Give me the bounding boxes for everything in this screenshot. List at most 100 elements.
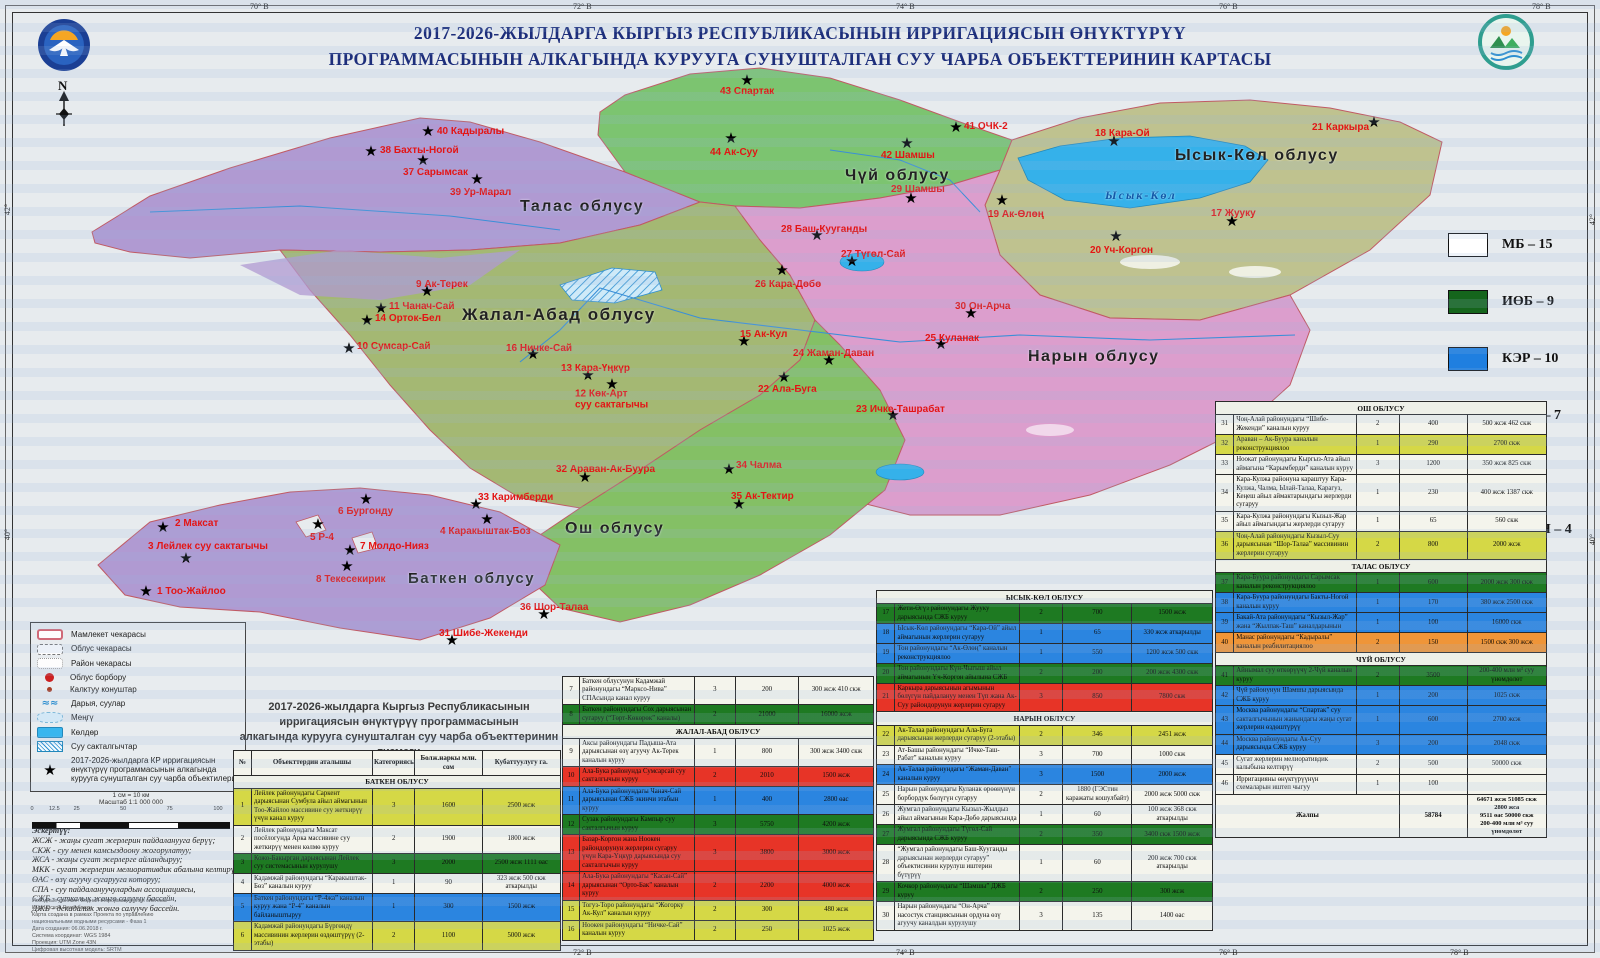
capacity: 2000 жсж: [1466, 530, 1548, 561]
object-name: Ала-Бука районундагы “Касан-Сай” дарыясы…: [579, 871, 696, 901]
category: 2: [1018, 663, 1064, 684]
category: 1: [371, 892, 416, 923]
object-name: Айнымал суу өткөрүүчү 2-Чүй каналын куру…: [1233, 665, 1357, 687]
capacity: 2800 өас: [798, 785, 874, 816]
row-number: 40: [1214, 632, 1235, 654]
table-row: 33 Ноокат районундагы Кыргыз-Ата айыл айм…: [1214, 454, 1548, 476]
category: 1: [1355, 572, 1400, 594]
capacity: 2451 жсж: [1131, 724, 1213, 746]
estimated-cost: 3800: [734, 834, 800, 873]
object-name: Сузак районундагы Кампыр суу сакталгычын…: [579, 814, 696, 836]
table-section-row: ЖАЛАЛ-АБАД ОБЛУСУ: [562, 724, 874, 739]
object-name: Нарын районундагы Куланак өрөөнүнүн борб…: [894, 784, 1020, 806]
object-name: Каркыра дарыясынын агымынын бөлүгүн пайд…: [894, 682, 1020, 713]
table-row: 41 Айнымал суу өткөрүүчү 2-Чүй каналын ку…: [1214, 665, 1548, 687]
table-row: 29 Кочкор районундагы “Шамшы” ДЖБ куруу 2 2…: [875, 881, 1213, 903]
capacity: 3000 жсж: [798, 834, 874, 873]
estimated-cost: 600: [1398, 572, 1468, 594]
estimated-cost: 1880 (ГЭСтин каражаты кошулбайт): [1062, 784, 1133, 806]
table-row: 37 Кара-Буура районундагы Сарымсак каналы…: [1214, 572, 1548, 594]
map-neatline: [12, 12, 1588, 946]
capacity: 50000 скж: [1466, 753, 1548, 775]
row-number: 44: [1214, 733, 1235, 755]
object-name: Москва районундагы Ак-Суу дарыясында СЖБ…: [1233, 733, 1357, 755]
capacity: 300 жсж 410 скж: [798, 675, 874, 706]
object-name: Кара-Буура районундагы Бакты-Ногой канал…: [1233, 592, 1357, 614]
table-row: 30 Нарын районундагы “Он-Арча” насостук с…: [875, 901, 1213, 931]
row-number: 24: [875, 764, 896, 786]
map-symbol-legend: Мамлекет чекарасы Облус чекарасы Район чек…: [30, 622, 246, 792]
estimated-cost: 200: [1398, 685, 1468, 707]
category: 3: [1018, 764, 1064, 786]
category: 2: [694, 919, 736, 941]
table-row: 4 Кадамжай районундагы “Каракыштак-Бөз” к…: [233, 872, 561, 894]
row-number: 32: [1214, 434, 1235, 456]
longitude-tick-bottom: 72° В: [573, 948, 592, 957]
row-number: 22: [875, 724, 896, 746]
table-header-cell: Болж.наркы млн. сом: [414, 750, 483, 776]
longitude-tick-top: 72° В: [573, 2, 592, 11]
estimated-cost: 290: [1398, 434, 1468, 456]
row-number: 14: [561, 871, 581, 901]
category: 1: [1018, 643, 1064, 665]
table-row: 24 Ак-Талаа районундагы “Жаман-Даван” кан…: [875, 764, 1213, 786]
table-row: 21 Каркыра дарыясынын агымынын бөлүгүн па…: [875, 682, 1213, 713]
estimated-cost: 700: [1062, 744, 1133, 766]
scale-tick-labels: 0 12.5 25 50 75 100: [30, 806, 230, 813]
table-row: 7 Баткен облусунун Кадамжай районундагы “…: [561, 675, 874, 706]
object-name: Кара-Кулжа районуна караштуу Кара-Кулжа,…: [1233, 474, 1357, 512]
glacier-patch: [1229, 266, 1281, 278]
table-row: 34 Кара-Кулжа районуна караштуу Кара-Кулж…: [1214, 474, 1548, 512]
capacity: 1500 жсж: [481, 892, 561, 923]
estimated-cost: 100: [1398, 612, 1468, 634]
object-name: Кадамжай районундагы Бүргөндү массивинин…: [250, 921, 373, 951]
source-line: Проекция: UTM Zone 43N: [32, 940, 97, 947]
map-legend-label: Калктуу конуштар: [70, 685, 137, 695]
row-number: 11: [561, 785, 581, 816]
funding-legend-item: ИӨБ – 9: [1448, 289, 1572, 314]
object-name: Базар-Коргон жана Ноокен райондорунун же…: [579, 834, 696, 873]
object-name: Ирригацияны өнүктүрүүнүн схемаларын иште…: [1233, 773, 1357, 795]
category: 1: [1355, 705, 1400, 735]
object-name: Лейлек районундагы Максат посёлогунда Ар…: [250, 824, 373, 855]
scale-tick: 50: [120, 806, 127, 812]
row-number: 28: [875, 844, 896, 883]
row-number: 10: [561, 765, 581, 787]
estimated-cost: 5750: [734, 814, 800, 836]
estimated-cost: 250: [1062, 881, 1133, 903]
table-row: 20 Тон районундагы Күн-Чыгыш айыл аймагын…: [875, 663, 1213, 684]
song-kol-lake: [839, 252, 885, 272]
category: 3: [694, 834, 736, 873]
object-name: Сугат жерлерин мелиоративдик калыбына ке…: [1233, 753, 1357, 775]
capacity: 200-400 млн м³ суу үнөмдөлөт: [1466, 665, 1548, 687]
note-line: ӨАС - өзү агуучу сугарууга которуу;: [32, 874, 161, 884]
category: 1: [1355, 612, 1400, 634]
table-header-cell: №: [233, 750, 252, 776]
object-name: Нарын районундагы “Он-Арча” насостук ста…: [894, 901, 1020, 931]
category: 2: [1355, 414, 1400, 436]
row-number: 13: [561, 834, 581, 873]
funding-legend-label: КЭР – 10: [1502, 350, 1559, 366]
capacity: 1000 скж: [1131, 744, 1213, 766]
abbreviation-notes: Эскертүү: ЖСЖ - жаңы сугат жерлерин пайда…: [32, 826, 242, 914]
map-legend-item: Меңгү: [37, 712, 239, 724]
table-row: 1 Лейлек районундагы Саркент дарыясынан С…: [233, 787, 561, 826]
row-number: 12: [561, 814, 581, 836]
table-row: 9 Аксы районундагы Падыша-Ата дарыясынан …: [561, 737, 874, 767]
table-row: 44 Москва районундагы Ак-Суу дарыясында С…: [1214, 733, 1548, 755]
water-agency-logo: [1478, 14, 1534, 70]
estimated-cost: 65: [1398, 510, 1468, 532]
river-icon: ≈≈: [41, 697, 59, 709]
capacity: 300 жсж: [1131, 881, 1213, 903]
category: 2: [694, 765, 736, 787]
estimated-cost: 230: [1398, 474, 1468, 512]
capacity: 100 жсж 368 скж аткарылды: [1131, 804, 1213, 826]
scale-tick: 75: [166, 806, 173, 812]
table-section-row: БАТКЕН ОБЛУСУ: [233, 774, 561, 789]
estimated-cost: 21000: [734, 704, 800, 726]
estimated-cost: 800: [734, 737, 800, 767]
category: 2: [694, 871, 736, 901]
capacity: 7800 скж: [1131, 682, 1213, 713]
category: 1: [1355, 592, 1400, 614]
table-row: 27 Жумгал районундагы Түгөл-Сай дарыясынд…: [875, 824, 1213, 846]
